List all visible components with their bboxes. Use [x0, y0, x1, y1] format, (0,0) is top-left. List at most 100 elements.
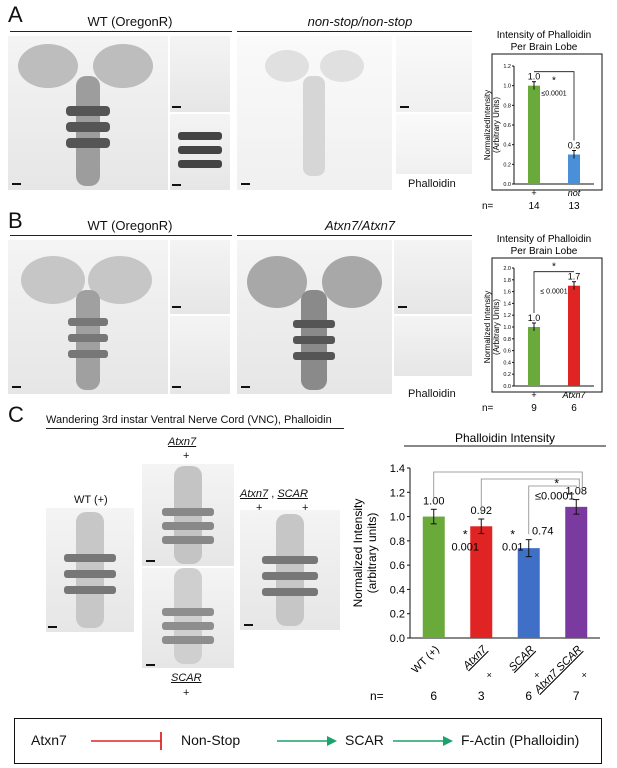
panel-c-wt-label: WT (+)	[74, 494, 108, 506]
significance-bracket	[528, 485, 577, 535]
bar	[565, 506, 588, 638]
y-axis-label: Normalized Intensity	[351, 499, 365, 608]
y-tick-label: 1.4	[390, 463, 405, 475]
panel-a-nonstop-main-image	[237, 36, 392, 190]
y-tick-label: 1.6	[503, 290, 511, 296]
panel-a-wt-brain-drawing	[18, 44, 153, 186]
x-tick-suffix: ×	[534, 670, 539, 680]
legend-factin: F-Actin (Phalloidin)	[461, 732, 580, 748]
legend-atxn7: Atxn7	[31, 732, 67, 748]
scale-bar	[398, 306, 407, 308]
panel-c-title: Wandering 3rd instar Ventral Nerve Cord …	[46, 414, 332, 426]
panel-a-nonstop-label: non-stop/non-stop	[307, 14, 413, 29]
panel-c-atxn7-genotype-top: Atxn7	[168, 436, 197, 448]
panel-c-double-bottom-a: +	[256, 502, 263, 514]
bar	[528, 327, 540, 386]
scale-bar	[146, 560, 155, 562]
y-tick-label: 0.4	[390, 584, 405, 596]
x-tick-label: +	[531, 188, 536, 198]
panel-c-scar-image	[142, 568, 234, 668]
scale-bar	[48, 626, 57, 628]
panel-b-atxn7-lobe-inset	[394, 240, 472, 314]
p-value: ≤0.0001	[535, 491, 575, 503]
panel-b-stain-label: Phalloidin	[408, 388, 456, 400]
scale-bar	[244, 624, 253, 626]
n-label: n=	[482, 403, 494, 414]
panel-b-atxn7-vnc-inset	[394, 316, 472, 376]
y-tick-label: 2.0	[503, 266, 511, 272]
n-value: 6	[571, 403, 577, 414]
panel-a-wt-vnc-inset	[170, 114, 230, 190]
y-tick-label: 0.4	[503, 143, 511, 149]
panel-c-double-image	[240, 510, 340, 630]
panel-letter-a: A	[8, 2, 23, 27]
pathway-arrows	[91, 732, 453, 750]
scale-bar	[400, 106, 409, 108]
y-tick-label: 1.0	[503, 84, 511, 90]
y-axis-label: Normalized Intensity	[483, 291, 492, 363]
panel-b-atxn7-label: Atxn7/Atxn7	[324, 218, 396, 233]
panel-c-atxn7-image	[142, 464, 234, 566]
x-tick-suffix: ×	[582, 670, 587, 680]
y-axis-label: (Arbitrary Units)	[492, 97, 501, 153]
significance-star: *	[463, 527, 468, 541]
chart-frame	[491, 257, 603, 393]
y-tick-label: 0.0	[503, 384, 511, 390]
panel-b-wt-label: WT (OregonR)	[87, 218, 173, 233]
y-tick-label: 0.8	[503, 337, 511, 343]
y-tick-label: 1.2	[503, 64, 511, 70]
scale-bar	[172, 306, 181, 308]
y-tick-label: 0.0	[390, 633, 405, 645]
value-label: 1.0	[528, 313, 541, 323]
value-label: 1.0	[528, 72, 541, 82]
value-label: 1.08	[566, 486, 587, 498]
y-tick-label: 1.4	[503, 301, 511, 307]
activate-arrowhead-1	[327, 736, 337, 746]
panel-b-wt-main-image	[8, 240, 168, 394]
significance-bracket	[480, 478, 580, 513]
bar	[517, 548, 540, 638]
panel-c-double-comma: ,	[271, 488, 275, 500]
n-label: n=	[370, 689, 384, 703]
bar	[568, 285, 580, 386]
chart-frame	[491, 53, 603, 191]
chart-c: Phalloidin Intensity 0.0 0.2 0.4 0.6 0.8 1.0 1.…	[351, 431, 606, 703]
y-tick-label: 1.2	[503, 313, 511, 319]
significance-star: *	[510, 527, 515, 541]
chart-title: Intensity of Phalloidin	[497, 30, 592, 41]
n-value: 6	[525, 689, 532, 703]
chart-title: Intensity of Phalloidin	[497, 234, 592, 245]
y-tick-label: 0.2	[503, 372, 511, 378]
panel-a-nonstop-rule	[237, 31, 472, 32]
panel-a-wt-main-image	[8, 36, 168, 190]
x-tick-label: not	[568, 188, 581, 198]
chart-subtitle: Per Brain Lobe	[511, 246, 578, 257]
panel-c-scar-genotype-top: SCAR	[171, 672, 202, 684]
panel-b-wt-lobe-inset	[170, 240, 230, 314]
bar	[470, 526, 493, 638]
bar	[568, 154, 580, 184]
panel-c-atxn7-genotype-bottom: +	[183, 450, 190, 462]
y-tick-label: 0.6	[503, 123, 511, 129]
p-value: ≤ 0.0001	[540, 289, 567, 296]
y-tick-label: 1.0	[390, 512, 405, 524]
panel-b-atxn7-main-image	[237, 240, 392, 394]
panel-c-double-scar: SCAR	[277, 488, 308, 500]
x-tick-label: +	[531, 390, 536, 400]
significance-star: *	[552, 262, 556, 273]
x-tick-suffix: ×	[487, 670, 492, 680]
panel-c-double-genotype: Atxn7 , SCAR	[240, 488, 308, 500]
y-tick-label: 0.0	[503, 182, 511, 188]
panel-c-double-bottom-b: +	[302, 502, 309, 514]
panel-c-double-atxn7: Atxn7	[240, 488, 269, 500]
scale-bar	[172, 386, 181, 388]
p-value: 0.01	[502, 542, 523, 554]
chart-title: Phalloidin Intensity	[455, 431, 555, 445]
n-value: 14	[528, 201, 540, 212]
scale-bar	[172, 106, 181, 108]
significance-star: *	[552, 76, 556, 87]
panel-c-scar-genotype-bottom: +	[183, 687, 190, 699]
legend-scar: SCAR	[345, 732, 384, 748]
legend-nonstop: Non-Stop	[181, 732, 241, 748]
n-label: n=	[482, 201, 494, 212]
